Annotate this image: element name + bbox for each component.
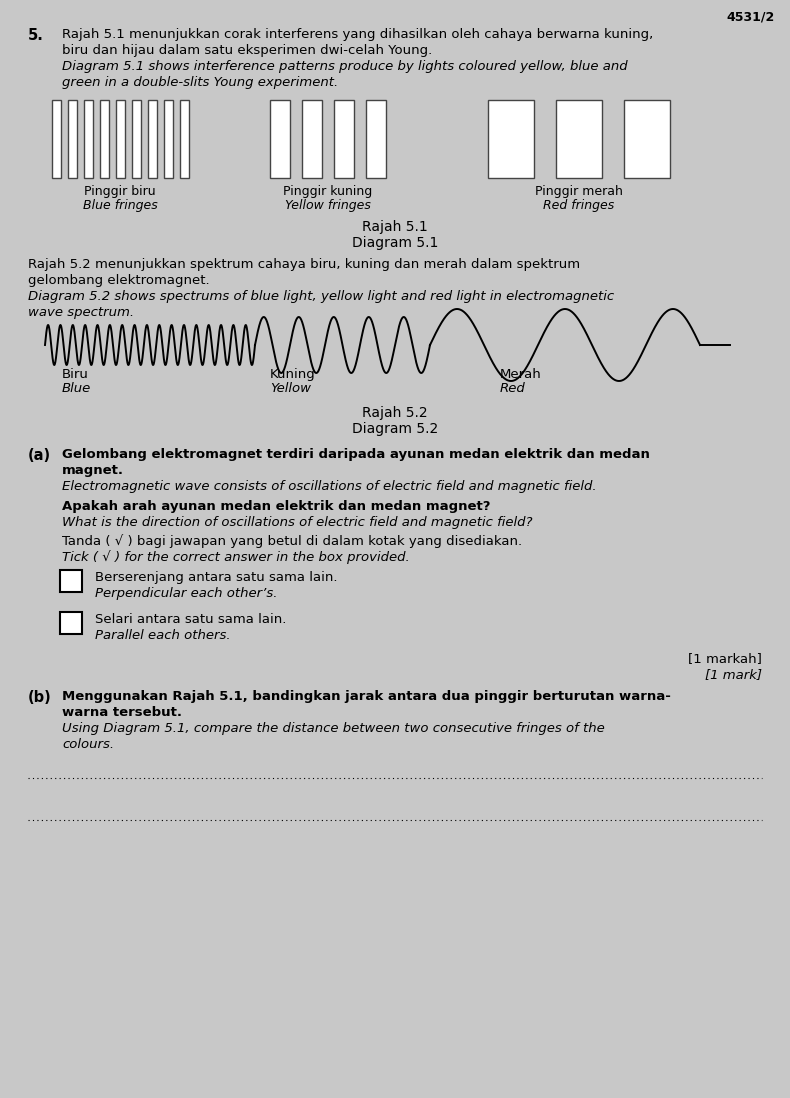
- Text: Rajah 5.2 menunjukkan spektrum cahaya biru, kuning dan merah dalam spektrum: Rajah 5.2 menunjukkan spektrum cahaya bi…: [28, 258, 580, 271]
- Text: biru dan hijau dalam satu eksperimen dwi-celah Young.: biru dan hijau dalam satu eksperimen dwi…: [62, 44, 432, 57]
- Bar: [366, 100, 386, 178]
- Bar: [132, 100, 141, 178]
- Text: (b): (b): [28, 690, 52, 705]
- Text: Pinggir kuning: Pinggir kuning: [284, 184, 373, 198]
- Bar: [270, 100, 290, 178]
- Text: gelombang elektromagnet.: gelombang elektromagnet.: [28, 274, 209, 287]
- Bar: [556, 100, 602, 178]
- Text: Diagram 5.1 shows interference patterns produce by lights coloured yellow, blue : Diagram 5.1 shows interference patterns …: [62, 60, 627, 72]
- Text: green in a double-slits Young experiment.: green in a double-slits Young experiment…: [62, 76, 338, 89]
- Text: Red: Red: [500, 382, 526, 395]
- Text: Parallel each others.: Parallel each others.: [95, 629, 231, 642]
- Text: Blue: Blue: [62, 382, 92, 395]
- Text: [1 mark]: [1 mark]: [705, 668, 762, 681]
- Bar: [100, 100, 108, 178]
- Text: Rajah 5.2: Rajah 5.2: [362, 406, 428, 421]
- Text: Red fringes: Red fringes: [544, 199, 615, 212]
- Text: colours.: colours.: [62, 738, 114, 751]
- Text: Yellow fringes: Yellow fringes: [285, 199, 371, 212]
- Text: wave spectrum.: wave spectrum.: [28, 306, 134, 320]
- Text: Kuning: Kuning: [270, 368, 316, 381]
- Bar: [180, 100, 189, 178]
- Bar: [52, 100, 61, 178]
- Text: Merah: Merah: [500, 368, 542, 381]
- Bar: [60, 612, 82, 634]
- Text: Blue fringes: Blue fringes: [83, 199, 158, 212]
- Bar: [164, 100, 172, 178]
- Text: Perpendicular each other’s.: Perpendicular each other’s.: [95, 587, 277, 600]
- Text: 5.: 5.: [28, 29, 44, 43]
- Bar: [84, 100, 92, 178]
- Text: What is the direction of oscillations of electric field and magnetic field?: What is the direction of oscillations of…: [62, 516, 532, 529]
- Text: [1 markah]: [1 markah]: [688, 652, 762, 665]
- Text: Yellow: Yellow: [270, 382, 311, 395]
- Text: Rajah 5.1: Rajah 5.1: [362, 220, 428, 234]
- Bar: [302, 100, 322, 178]
- Text: Rajah 5.1 menunjukkan corak interferens yang dihasilkan oleh cahaya berwarna kun: Rajah 5.1 menunjukkan corak interferens …: [62, 29, 653, 41]
- Bar: [148, 100, 156, 178]
- Text: Biru: Biru: [62, 368, 88, 381]
- Text: Apakah arah ayunan medan elektrik dan medan magnet?: Apakah arah ayunan medan elektrik dan me…: [62, 500, 491, 513]
- Text: Pinggir merah: Pinggir merah: [535, 184, 623, 198]
- Text: Using Diagram 5.1, compare the distance between two consecutive fringes of the: Using Diagram 5.1, compare the distance …: [62, 722, 605, 735]
- Text: Selari antara satu sama lain.: Selari antara satu sama lain.: [95, 613, 286, 626]
- Text: warna tersebut.: warna tersebut.: [62, 706, 182, 719]
- Bar: [116, 100, 125, 178]
- Text: Diagram 5.1: Diagram 5.1: [352, 236, 438, 250]
- Text: Berserenjang antara satu sama lain.: Berserenjang antara satu sama lain.: [95, 571, 337, 584]
- Bar: [68, 100, 77, 178]
- Bar: [334, 100, 354, 178]
- Text: Menggunakan Rajah 5.1, bandingkan jarak antara dua pinggir berturutan warna-: Menggunakan Rajah 5.1, bandingkan jarak …: [62, 690, 671, 703]
- Text: Tick ( √ ) for the correct answer in the box provided.: Tick ( √ ) for the correct answer in the…: [62, 550, 410, 563]
- Text: Tanda ( √ ) bagi jawapan yang betul di dalam kotak yang disediakan.: Tanda ( √ ) bagi jawapan yang betul di d…: [62, 534, 522, 548]
- Bar: [624, 100, 670, 178]
- Text: (a): (a): [28, 448, 51, 463]
- Bar: [488, 100, 534, 178]
- Bar: [60, 570, 82, 592]
- Text: Diagram 5.2: Diagram 5.2: [352, 422, 438, 436]
- Text: magnet.: magnet.: [62, 464, 124, 477]
- Text: Electromagnetic wave consists of oscillations of electric field and magnetic fie: Electromagnetic wave consists of oscilla…: [62, 480, 596, 493]
- Text: 4531/2: 4531/2: [727, 10, 775, 23]
- Text: Diagram 5.2 shows spectrums of blue light, yellow light and red light in electro: Diagram 5.2 shows spectrums of blue ligh…: [28, 290, 614, 303]
- Text: Pinggir biru: Pinggir biru: [85, 184, 156, 198]
- Text: Gelombang elektromagnet terdiri daripada ayunan medan elektrik dan medan: Gelombang elektromagnet terdiri daripada…: [62, 448, 650, 461]
